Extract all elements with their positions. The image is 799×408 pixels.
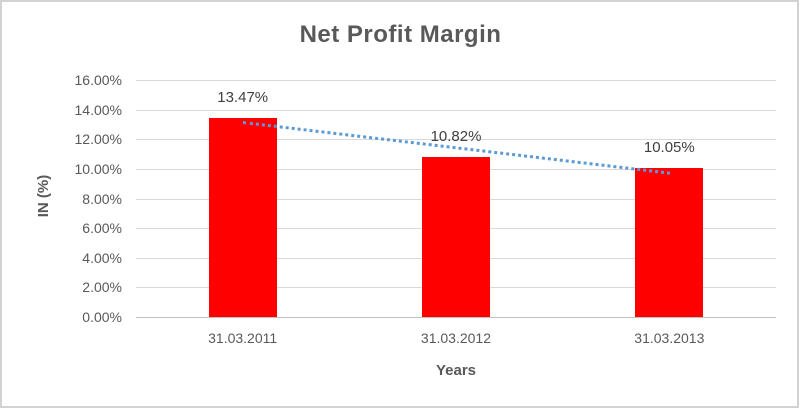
y-tick-label: 14.00% <box>74 101 122 118</box>
x-tick-label: 31.03.2013 <box>634 330 705 346</box>
bar-data-label: 13.47% <box>217 88 269 106</box>
x-axis-line <box>136 317 776 318</box>
bar-data-label: 10.05% <box>643 139 695 157</box>
gridline <box>136 139 776 141</box>
y-tick-label: 8.00% <box>82 190 122 207</box>
y-tick-label: 6.00% <box>82 220 122 237</box>
x-tick-label: 31.03.2011 <box>208 330 278 346</box>
y-tick-label: 4.00% <box>82 249 122 266</box>
y-tick-label: 16.00% <box>74 72 122 88</box>
x-axis-title: Years <box>435 362 477 379</box>
y-tick-label: 2.00% <box>82 279 122 296</box>
gridline <box>136 109 776 111</box>
chart-title: Net Profit Margin <box>299 21 502 48</box>
gridline <box>136 80 776 81</box>
x-tick-label: 31.03.2012 <box>420 330 491 346</box>
bar <box>208 117 277 317</box>
y-tick-label: 12.00% <box>74 131 122 148</box>
bar <box>422 156 490 317</box>
y-tick-label: 10.00% <box>74 160 122 177</box>
y-tick-label: 0.00% <box>82 309 122 325</box>
bar <box>635 168 704 317</box>
bar-data-label: 10.82% <box>430 127 482 145</box>
